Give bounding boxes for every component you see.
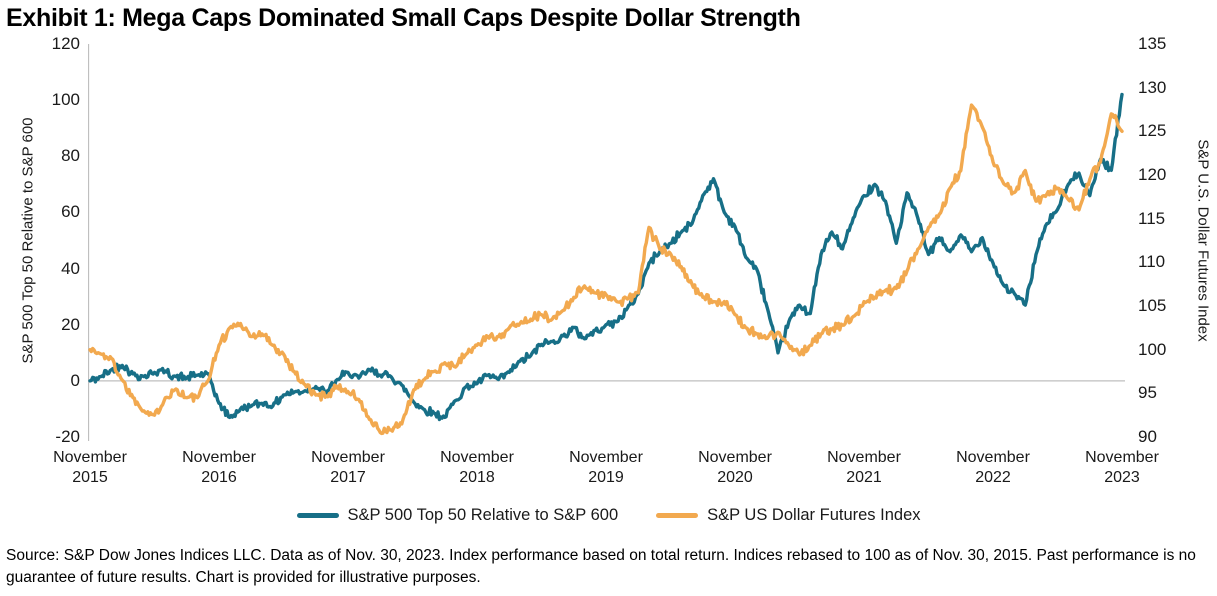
y-tick-right-110: 110	[1138, 252, 1166, 272]
x-tick-2020: November 2020	[698, 449, 772, 486]
legend-item-dollar: S&P US Dollar Futures Index	[656, 506, 921, 525]
top50-line-swatch	[296, 513, 339, 518]
x-tick-2019: November 2019	[569, 449, 643, 486]
y-tick-left--20: -20	[55, 427, 80, 446]
y-tick-right-130: 130	[1138, 77, 1167, 97]
y-tick-right-90: 90	[1138, 427, 1157, 446]
y-tick-left-120: 120	[51, 34, 80, 53]
y-tick-left-40: 40	[61, 258, 80, 278]
y-tick-right-95: 95	[1138, 383, 1157, 403]
y-tick-right-125: 125	[1138, 121, 1167, 141]
source-note: Source: S&P Dow Jones Indices LLC. Data …	[6, 547, 1196, 586]
x-tick-2021: November 2021	[827, 449, 901, 486]
x-tick-2023: November 2023	[1085, 449, 1159, 486]
y-tick-right-115: 115	[1138, 208, 1166, 228]
legend-label-dollar: S&P US Dollar Futures Index	[707, 506, 921, 524]
legend-item-top50: S&P 500 Top 50 Relative to S&P 600	[296, 506, 619, 525]
page-title: Exhibit 1: Mega Caps Dominated Small Cap…	[6, 4, 801, 32]
y-tick-left-0: 0	[70, 370, 80, 390]
series-top50-line	[88, 92, 1124, 422]
x-tick-2016: November 2016	[182, 449, 256, 486]
y-tick-right-100: 100	[1138, 339, 1167, 359]
y-tick-left-80: 80	[61, 146, 80, 166]
y-tick-right-120: 120	[1138, 165, 1167, 184]
dollar-line-swatch	[656, 513, 699, 518]
x-tick-2022: November 2022	[956, 449, 1030, 486]
x-tick-2018: November 2018	[440, 449, 514, 486]
legend-label-top50: S&P 500 Top 50 Relative to S&P 600	[347, 506, 619, 524]
y-tick-left-60: 60	[61, 202, 80, 222]
y-tick-right-105: 105	[1138, 296, 1167, 315]
series-dollar-line	[88, 103, 1124, 436]
x-tick-2015: November 2015	[53, 449, 127, 486]
chart-legend: S&P 500 Top 50 Relative to S&P 600 S&P U…	[0, 506, 1217, 525]
x-tick-2017: November 2017	[311, 449, 385, 486]
plot-area	[88, 44, 1125, 441]
y-tick-left-100: 100	[51, 90, 80, 110]
y-tick-right-135: 135	[1138, 34, 1167, 53]
right-axis-title: S&P U.S. Dollar Futures Index	[1194, 139, 1212, 342]
y-tick-left-20: 20	[61, 314, 80, 334]
